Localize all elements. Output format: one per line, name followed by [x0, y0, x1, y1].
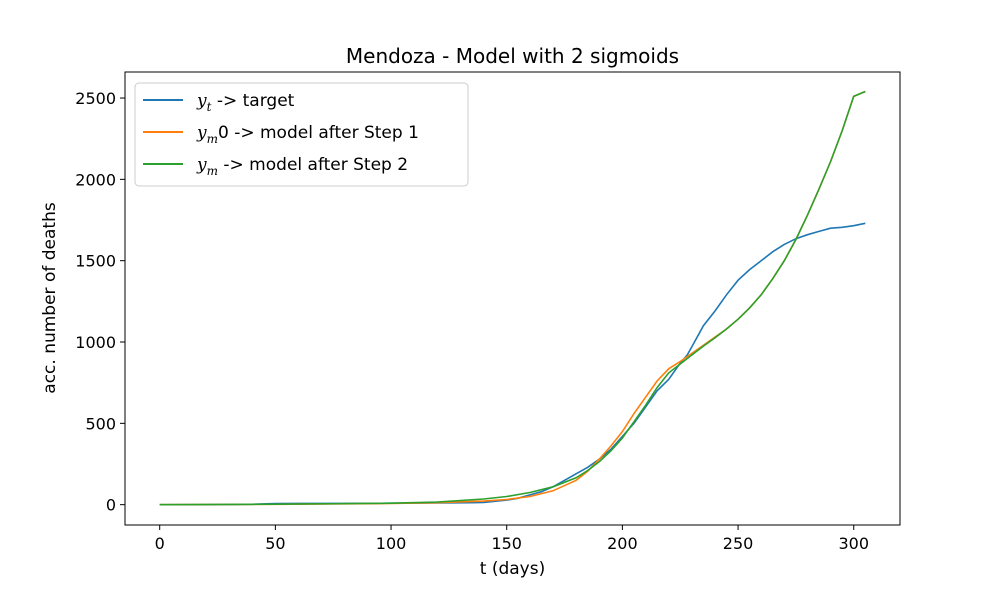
x-tick-label: 250: [723, 534, 754, 553]
y-axis-label: acc. number of deaths: [40, 202, 60, 394]
y-tick-label: 1000: [75, 333, 116, 352]
y-tick-label: 1500: [75, 252, 116, 271]
x-tick-label: 50: [265, 534, 285, 553]
x-axis: 0 50 100 150 200 250 300: [155, 525, 869, 553]
legend-label-0: yt -> target: [196, 91, 295, 114]
chart-title: Mendoza - Model with 2 sigmoids: [346, 44, 679, 68]
x-tick-label: 100: [376, 534, 407, 553]
x-axis-label: t (days): [480, 559, 545, 579]
plot-lines: [159, 90, 866, 506]
y-tick-label: 2500: [75, 89, 116, 108]
y-tick-label: 0: [106, 496, 116, 515]
legend: yt -> target ym0 -> model after Step 1 ym …: [134, 82, 469, 187]
x-tick-label: 300: [838, 534, 869, 553]
x-tick-label: 0: [155, 534, 165, 553]
y-tick-label: 2000: [75, 170, 116, 189]
series-line-2: [159, 90, 866, 506]
y-tick-label: 500: [85, 414, 116, 433]
x-tick-label: 200: [607, 534, 638, 553]
legend-label-2: ym -> model after Step 2: [196, 155, 408, 178]
plot-frame: [124, 71, 901, 526]
y-axis: 0 500 1000 1500 2000 2500: [75, 89, 125, 515]
x-tick-label: 150: [491, 534, 522, 553]
series-line-0: [159, 222, 866, 506]
legend-label-1: ym0 -> model after Step 1: [196, 123, 419, 146]
legend-box: [134, 82, 469, 187]
